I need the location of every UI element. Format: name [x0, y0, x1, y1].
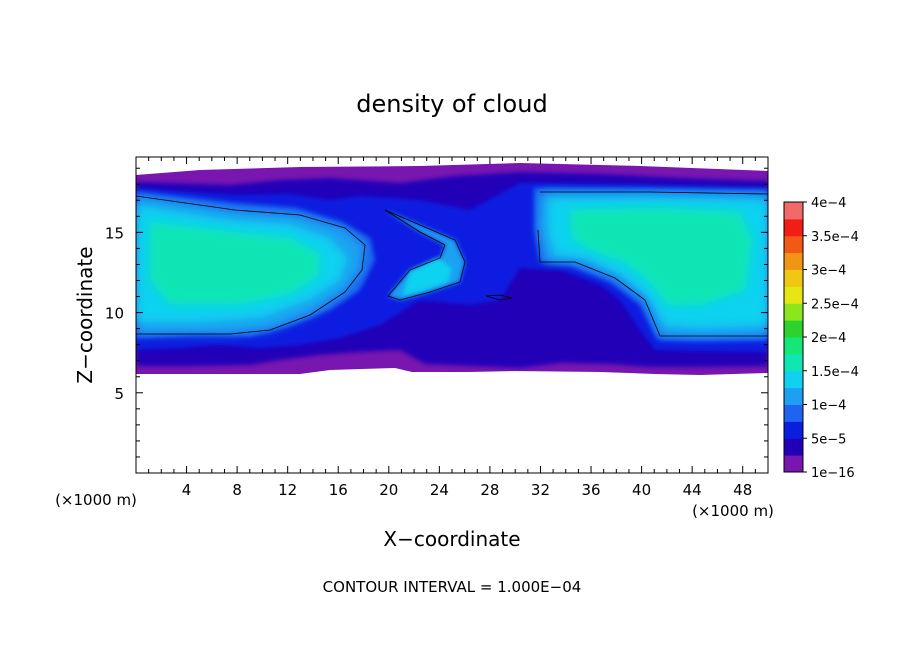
- contour-swirl: [384, 209, 466, 301]
- contour-lines: [136, 191, 768, 337]
- colorbar-label: 2e−4: [811, 331, 846, 346]
- field-region-swirl-core: [402, 258, 452, 296]
- colorbar-swatch: [784, 235, 803, 254]
- colorbar-swatch: [784, 202, 803, 220]
- chart-title: density of cloud: [356, 90, 547, 118]
- x-axis: 4 8 12 16 20 24 28 32 36 40 44 48: [148, 157, 756, 499]
- colorbar-swatch: [784, 438, 803, 456]
- plot-field: [136, 163, 768, 375]
- contour-interval-note: CONTOUR INTERVAL = 1.000E−04: [323, 578, 582, 596]
- colorbar-swatch: [784, 421, 803, 439]
- colorbar-label: 1e−4: [811, 399, 846, 414]
- colorbar-swatch: [784, 370, 803, 389]
- colorbar-label: 3e−4: [811, 264, 846, 279]
- contour-right: [537, 191, 768, 337]
- colorbar-swatch: [784, 455, 803, 473]
- colorbar-label: 3.5e−4: [811, 230, 859, 245]
- colorbar-swatch: [784, 353, 803, 372]
- colorbar: 1e−16 5e−5 1e−4 1.5e−4 2e−4 2.5e−4 3e−4 3.5e−4 4…: [783, 196, 859, 481]
- colorbar-swatch: [784, 404, 803, 422]
- y-tick-label: 5: [114, 385, 124, 403]
- contour-small: [485, 294, 513, 301]
- x-tick-label: 12: [278, 481, 297, 499]
- x-tick-label: 28: [480, 481, 499, 499]
- x-tick-label: 24: [430, 481, 449, 499]
- x-tick-label: 4: [182, 481, 192, 499]
- colorbar-label: 2.5e−4: [811, 297, 859, 312]
- y-tick-label: 15: [105, 224, 124, 242]
- x-unit-right: (×1000 m): [692, 502, 774, 520]
- colorbar-swatch: [784, 252, 803, 270]
- y-axis-label: Z−coordinate: [73, 246, 97, 383]
- colorbar-swatch: [784, 320, 803, 338]
- x-tick-label: 36: [581, 481, 600, 499]
- colorbar-swatch: [784, 218, 803, 237]
- x-unit-left: (×1000 m): [55, 491, 137, 509]
- colorbar-swatch: [784, 286, 803, 304]
- x-tick-label: 40: [632, 481, 651, 499]
- x-tick-label: 48: [733, 481, 752, 499]
- y-tick-label: 10: [105, 305, 124, 323]
- colorbar-label: 1.5e−4: [811, 365, 859, 380]
- x-tick-label: 20: [379, 481, 398, 499]
- colorbar-swatch: [784, 269, 803, 287]
- x-tick-label: 8: [232, 481, 242, 499]
- x-axis-label: X−coordinate: [383, 527, 520, 551]
- colorbar-swatch: [784, 303, 803, 321]
- field-region-green: [150, 208, 752, 305]
- colorbar-label: 4e−4: [811, 196, 846, 211]
- colorbar-label: 1e−16: [811, 466, 855, 481]
- colorbar-label: 5e−5: [811, 432, 846, 447]
- x-tick-label: 32: [531, 481, 550, 499]
- y-axis: 5 10 15: [105, 167, 768, 458]
- contour-left: [136, 195, 366, 335]
- x-tick-label: 16: [329, 481, 348, 499]
- x-tick-label: 44: [683, 481, 702, 499]
- colorbar-swatch: [784, 387, 803, 405]
- colorbar-swatch: [784, 337, 803, 355]
